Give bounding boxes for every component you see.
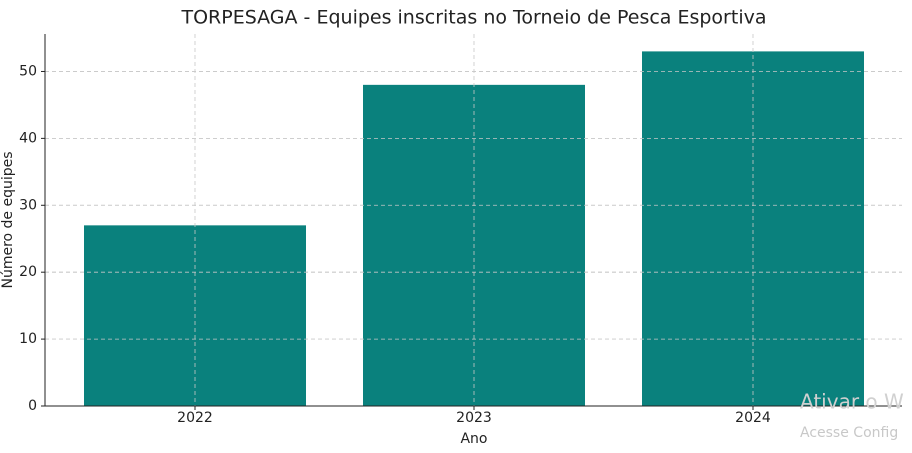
y-tick-label: 10 — [19, 331, 37, 347]
plot-area: 0 10 20 30 40 50 2022 2023 2024 — [19, 34, 902, 426]
y-axis-label: Número de equipes — [0, 151, 16, 288]
chart-title: TORPESAGA - Equipes inscritas no Torneio… — [181, 7, 767, 29]
x-tick-label: 2022 — [177, 410, 213, 426]
x-tick-label: 2023 — [456, 410, 492, 426]
watermark: Ativar o W — [800, 390, 904, 414]
y-tick-label: 0 — [28, 398, 37, 414]
bar — [642, 51, 864, 406]
y-tick-label: 50 — [19, 63, 37, 79]
x-tick-label: 2024 — [735, 410, 771, 426]
y-tick-label: 40 — [19, 130, 37, 146]
y-tick-label: 20 — [19, 264, 37, 280]
y-tick-label: 30 — [19, 197, 37, 213]
watermark: Acesse Config — [800, 425, 898, 441]
x-axis-label: Ano — [460, 431, 487, 447]
